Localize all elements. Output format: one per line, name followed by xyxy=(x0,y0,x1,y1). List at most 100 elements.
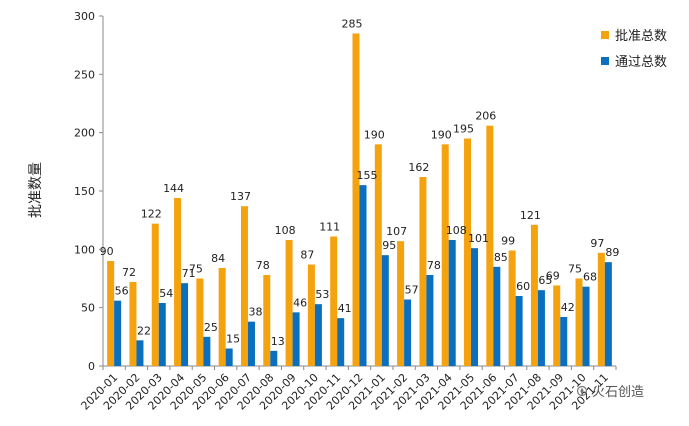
bar-passed xyxy=(114,300,122,366)
bar-passed xyxy=(471,248,479,366)
data-label-passed: 101 xyxy=(468,232,489,245)
y-tick-label: 300 xyxy=(74,10,95,23)
bar-passed xyxy=(604,262,612,366)
data-label-approved: 84 xyxy=(211,252,225,265)
data-label-passed: 15 xyxy=(226,333,240,346)
bar-passed xyxy=(337,318,345,366)
data-label-approved: 144 xyxy=(163,182,184,195)
bar-approved xyxy=(196,278,204,366)
bar-approved xyxy=(508,250,516,366)
bar-passed xyxy=(537,290,545,366)
bar-approved xyxy=(263,275,271,366)
bar-approved xyxy=(151,223,159,366)
y-tick-label: 100 xyxy=(74,243,95,256)
data-label-approved: 107 xyxy=(386,225,407,238)
bar-passed xyxy=(314,304,322,366)
bar-passed xyxy=(582,286,590,366)
bar-approved xyxy=(218,268,226,366)
data-label-approved: 78 xyxy=(256,259,270,272)
data-label-passed: 54 xyxy=(159,287,173,300)
data-label-passed: 78 xyxy=(427,259,441,272)
bar-approved xyxy=(553,285,561,366)
bar-passed xyxy=(359,185,367,366)
bars xyxy=(107,33,612,367)
data-label-passed: 60 xyxy=(516,280,530,293)
data-label-passed: 22 xyxy=(137,324,151,337)
data-label-approved: 99 xyxy=(501,235,515,248)
data-label-passed: 56 xyxy=(115,285,129,298)
data-label-approved: 190 xyxy=(431,128,452,141)
bar-approved xyxy=(174,198,182,366)
y-tick-label: 250 xyxy=(74,68,95,81)
data-label-passed: 13 xyxy=(271,335,285,348)
data-label-passed: 155 xyxy=(357,169,378,182)
bar-passed xyxy=(426,275,434,366)
data-labels: 9056722212254144717525841513738781310846… xyxy=(100,18,620,348)
data-label-passed: 108 xyxy=(446,224,467,237)
data-label-approved: 121 xyxy=(520,209,541,222)
bar-approved xyxy=(352,33,360,366)
bar-approved xyxy=(486,125,494,367)
bar-passed xyxy=(181,283,189,366)
bar-passed xyxy=(203,336,211,366)
y-tick-label: 50 xyxy=(81,302,95,315)
bar-approved xyxy=(441,144,449,366)
data-label-passed: 89 xyxy=(605,246,619,259)
data-label-approved: 190 xyxy=(364,128,385,141)
data-label-approved: 69 xyxy=(546,270,560,283)
bar-approved xyxy=(419,177,427,366)
data-label-passed: 42 xyxy=(561,301,575,314)
y-tick-label: 0 xyxy=(88,360,95,373)
data-label-passed: 53 xyxy=(315,288,329,301)
bar-passed xyxy=(493,266,501,366)
data-label-passed: 65 xyxy=(538,274,552,287)
data-label-approved: 111 xyxy=(319,221,340,234)
data-label-approved: 137 xyxy=(230,190,251,203)
bar-approved xyxy=(597,252,605,366)
y-tick-labels: 0 50 100 150 200 250 300 xyxy=(74,10,103,373)
bar-passed xyxy=(515,296,523,366)
legend-label-approved: 批准总数 xyxy=(615,29,667,44)
bar-passed xyxy=(247,321,255,366)
y-tick-label: 150 xyxy=(74,185,95,198)
y-axis-label: 批准数量 xyxy=(28,162,44,218)
bar-passed xyxy=(158,303,166,366)
bar-approved xyxy=(307,264,315,366)
data-label-passed: 68 xyxy=(583,271,597,284)
y-tick-label: 200 xyxy=(74,127,95,140)
bar-passed xyxy=(404,299,412,366)
data-label-passed: 57 xyxy=(405,284,419,297)
data-label-approved: 72 xyxy=(122,266,136,279)
data-label-approved: 122 xyxy=(141,208,162,221)
bar-passed xyxy=(560,317,568,366)
data-label-approved: 206 xyxy=(475,110,496,123)
bar-approved xyxy=(464,138,472,366)
bar-passed xyxy=(270,350,278,366)
data-label-passed: 46 xyxy=(293,296,307,309)
data-label-approved: 108 xyxy=(275,224,296,237)
data-label-passed: 38 xyxy=(248,306,262,319)
data-label-approved: 285 xyxy=(342,18,363,31)
data-label-approved: 195 xyxy=(453,123,474,136)
bar-approved xyxy=(285,240,293,366)
data-label-approved: 97 xyxy=(590,237,604,250)
data-label-passed: 85 xyxy=(494,251,508,264)
data-label-approved: 87 xyxy=(300,249,314,262)
bar-approved xyxy=(530,224,538,366)
data-label-approved: 162 xyxy=(408,161,429,174)
bar-passed xyxy=(225,348,233,366)
bar-approved xyxy=(240,206,248,366)
watermark-text: 火石创造 xyxy=(592,385,644,400)
legend-label-passed: 通过总数 xyxy=(615,55,667,70)
bar-passed xyxy=(381,255,389,366)
bar-approved xyxy=(397,241,405,366)
bar-passed xyxy=(292,312,300,366)
data-label-passed: 95 xyxy=(382,239,396,252)
legend-swatch-passed xyxy=(601,57,609,65)
bar-passed xyxy=(448,240,456,366)
bar-approved xyxy=(330,236,338,366)
watermark: 火石创造 xyxy=(576,385,644,400)
data-label-passed: 41 xyxy=(338,302,352,315)
bar-approved xyxy=(575,278,583,366)
